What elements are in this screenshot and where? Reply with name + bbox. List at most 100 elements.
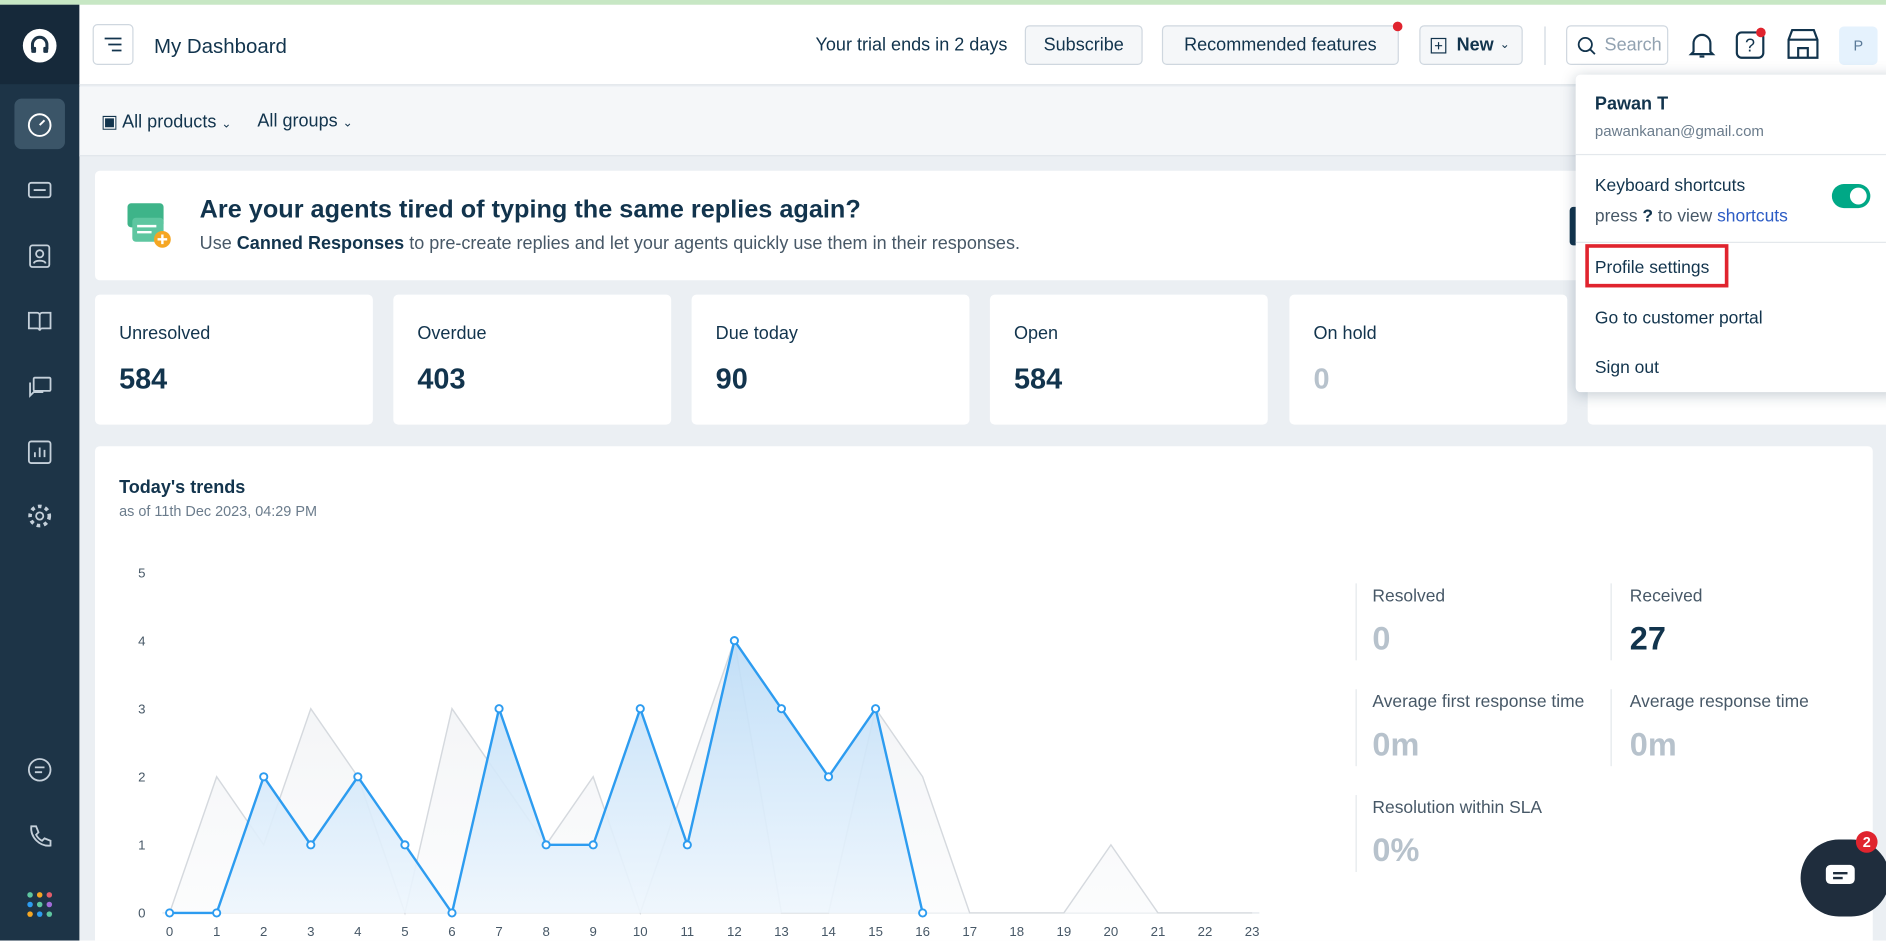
metric-label: Received: [1629, 586, 1703, 607]
metric-label: Average response time: [1629, 692, 1809, 713]
x-tick-label: 17: [962, 924, 977, 939]
point: [635, 704, 645, 714]
shortcuts-toggle[interactable]: [1831, 184, 1871, 209]
x-tick-label: 4: [354, 924, 361, 939]
nav-forums[interactable]: [26, 374, 52, 400]
x-tick-label: 11: [680, 924, 694, 939]
subscribe-button[interactable]: Subscribe: [1024, 25, 1143, 65]
menu-item[interactable]: Go to customer portal: [1594, 309, 1763, 329]
y-tick-label: 5: [138, 565, 145, 580]
stat-value: 90: [715, 363, 748, 396]
y-tick-label: 4: [138, 633, 145, 648]
banner-prefix: Use: [199, 233, 232, 254]
menu-item[interactable]: Profile settings: [1594, 258, 1710, 278]
point: [588, 840, 598, 850]
x-tick-label: 10: [633, 924, 648, 939]
filter-groups[interactable]: All groups ⌄: [257, 110, 353, 132]
y-tick-label: 3: [138, 702, 145, 717]
x-tick-label: 16: [915, 924, 930, 939]
metric-label: Resolved: [1372, 586, 1446, 607]
x-tick-label: 7: [495, 924, 502, 939]
notification-dot: [1392, 21, 1403, 32]
menu-toggle[interactable]: [92, 24, 134, 65]
chat-launcher[interactable]: [1800, 839, 1886, 917]
marketplace-icon[interactable]: [1785, 28, 1821, 62]
search-placeholder: Search: [1604, 34, 1662, 56]
stat-card[interactable]: [1289, 294, 1568, 425]
user-email: pawankanan@gmail.com: [1594, 122, 1764, 140]
x-tick-label: 20: [1104, 924, 1119, 939]
x-tick-label: 2: [260, 924, 267, 939]
x-tick-label: 3: [307, 924, 314, 939]
shortcuts-title: Keyboard shortcuts: [1594, 176, 1746, 197]
new-label: New: [1456, 34, 1494, 56]
y-tick-label: 0: [138, 906, 145, 921]
point: [823, 772, 834, 782]
filter-label: All groups: [257, 110, 338, 132]
nav-dashboard[interactable]: [26, 112, 52, 138]
point: [682, 840, 692, 850]
x-tick-label: 23: [1245, 924, 1260, 939]
y-tick-label: 2: [138, 770, 145, 785]
menu-item[interactable]: Sign out: [1594, 358, 1659, 378]
stat-label: Overdue: [417, 323, 487, 345]
x-tick-label: 13: [774, 924, 789, 939]
nav-admin[interactable]: [26, 503, 52, 529]
point: [918, 908, 928, 918]
banner-text: Use Canned Responses to pre-create repli…: [200, 233, 1020, 253]
profile-menu: Pawan T pawankanan@gmail.com Keyboard sh…: [1575, 74, 1886, 393]
point: [212, 908, 222, 918]
help-icon[interactable]: ?: [1734, 26, 1768, 60]
shortcuts-link[interactable]: shortcuts: [1717, 206, 1788, 227]
nav-solutions[interactable]: [26, 308, 52, 334]
line: [168, 640, 1253, 916]
filter-products[interactable]: ▣ All products ⌄: [101, 111, 232, 133]
banner-suffix: to pre-create replies and let your agent…: [409, 233, 1021, 254]
stat-card[interactable]: [691, 294, 970, 425]
search-box[interactable]: Search: [1566, 25, 1669, 65]
x-tick-label: 15: [868, 924, 883, 939]
point: [400, 840, 410, 850]
x-tick-label: 14: [821, 924, 836, 939]
hint-text: to view: [1657, 206, 1713, 227]
stat-value: 403: [417, 363, 466, 396]
new-button[interactable]: New ⌄: [1419, 25, 1523, 65]
stat-label: Unresolved: [119, 323, 211, 345]
svg-text:?: ?: [1745, 36, 1755, 56]
sidebar: [0, 4, 80, 941]
filter-label: All products: [122, 111, 217, 133]
stat-card[interactable]: [95, 294, 373, 425]
point: [541, 840, 551, 850]
nav-reports[interactable]: [26, 439, 52, 465]
point: [165, 908, 175, 918]
metric-label: Resolution within SLA: [1372, 798, 1543, 818]
shortcuts-hint: press ? to view shortcuts: [1595, 207, 1788, 226]
stat-value: 0: [1313, 363, 1330, 396]
stat-label: Open: [1013, 323, 1059, 345]
avatar[interactable]: P: [1839, 26, 1878, 65]
recommended-button[interactable]: Recommended features: [1161, 25, 1399, 65]
stat-card[interactable]: [393, 294, 672, 425]
stat-card[interactable]: [989, 294, 1268, 425]
x-tick-label: 19: [1056, 924, 1071, 939]
nav-contacts[interactable]: [26, 243, 52, 269]
banner-bold: Canned Responses: [236, 233, 405, 254]
metric-value: 0: [1372, 620, 1391, 657]
point: [776, 704, 787, 714]
bell-icon[interactable]: [1688, 30, 1717, 61]
nav-tickets[interactable]: [26, 177, 52, 203]
nav-apps[interactable]: [26, 891, 53, 917]
metric-value: 0%: [1372, 832, 1420, 869]
metric-value: 0m: [1372, 726, 1420, 763]
chat-badge: 2: [1855, 831, 1878, 853]
stat-label: Due today: [715, 323, 798, 345]
nav-chat[interactable]: [26, 757, 52, 783]
nav-phone[interactable]: [26, 823, 52, 849]
highlight-box: [1585, 244, 1729, 288]
user-name: Pawan T: [1594, 93, 1669, 115]
x-tick-label: 0: [166, 924, 173, 939]
metric-value: 0m: [1629, 726, 1677, 763]
